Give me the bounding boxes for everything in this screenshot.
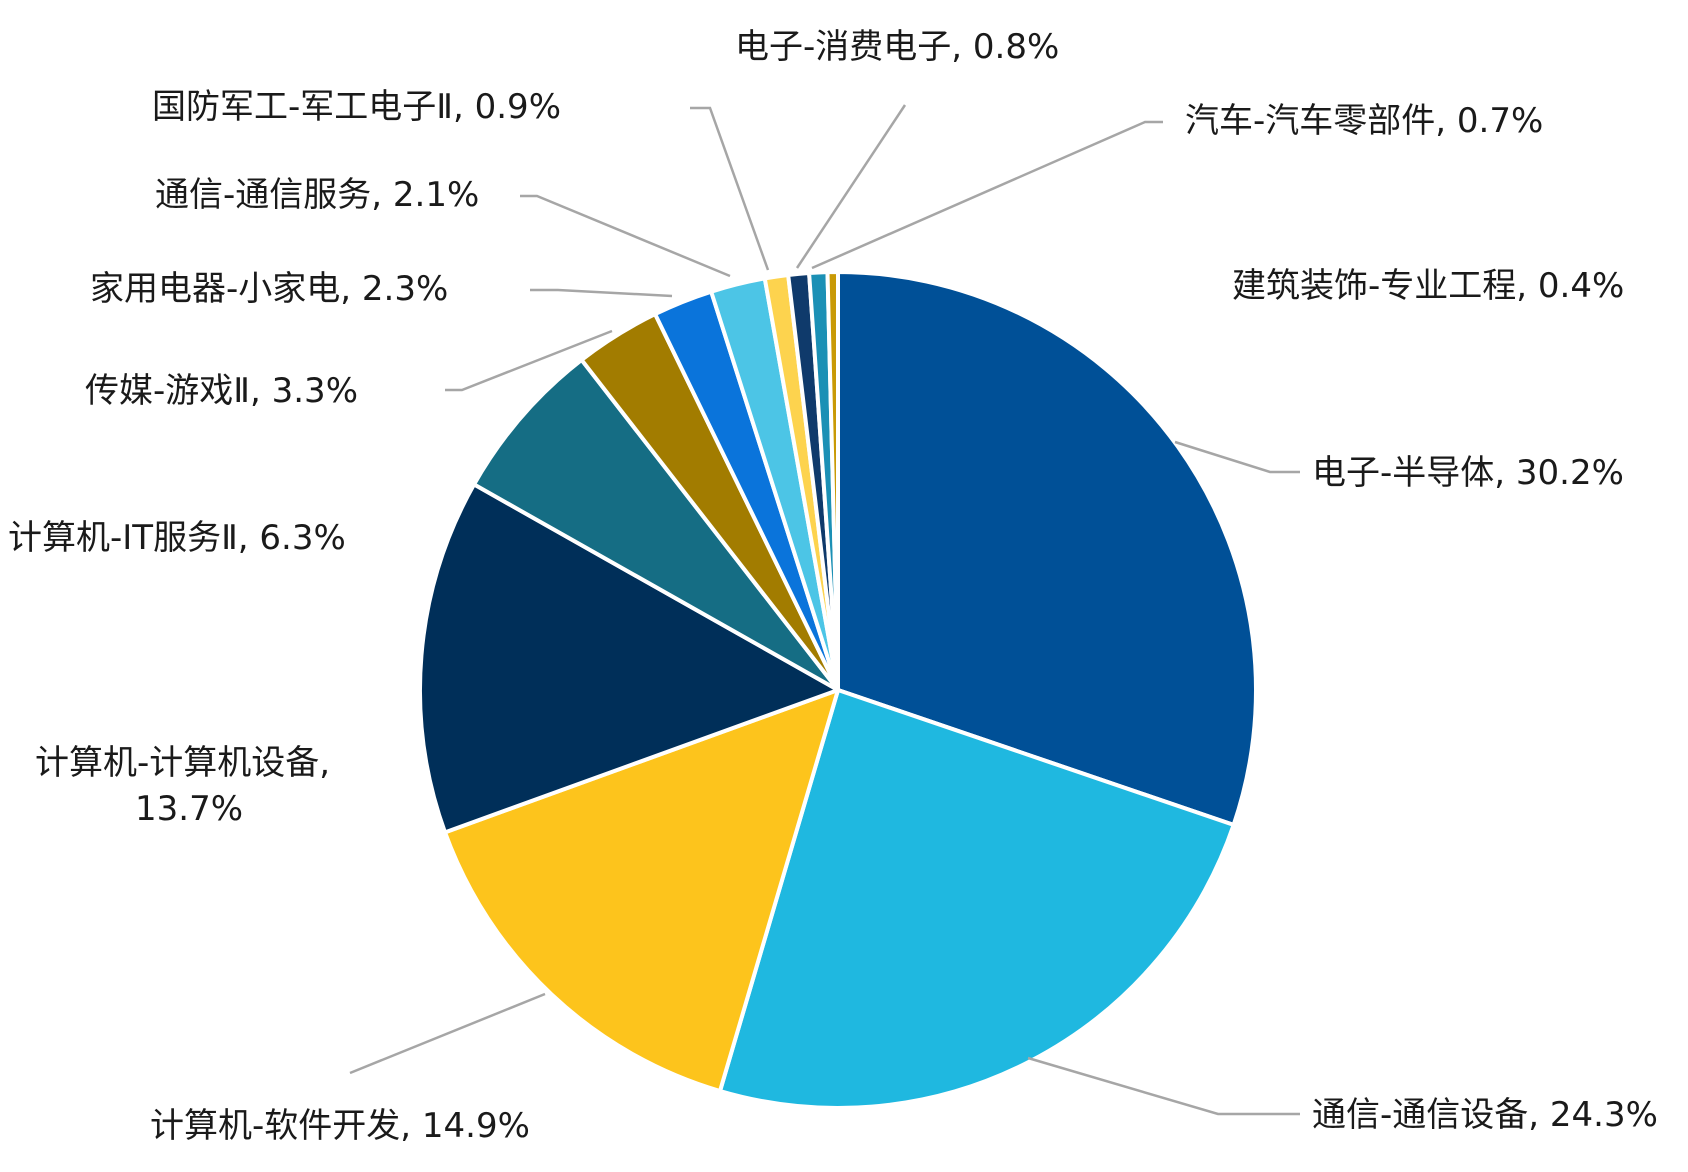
leader-line-3 xyxy=(349,992,546,1075)
slice-label-7: 家用电器-小家电, 2.3% xyxy=(90,269,448,309)
slice-label-11: 汽车-汽车零部件, 0.7% xyxy=(1185,101,1543,141)
slice-label-12: 建筑装饰-专业工程, 0.4% xyxy=(1232,266,1624,306)
leader-lines xyxy=(349,104,1300,1116)
slice-label-8: 通信-通信服务, 2.1% xyxy=(155,175,479,215)
slice-labels: 电子-半导体, 30.2% 通信-通信设备, 24.3% 计算机-软件开发, 14.… xyxy=(8,27,1658,1146)
leader-line-2 xyxy=(1027,1056,1300,1116)
leader-line-9 xyxy=(690,106,770,271)
pie-slices xyxy=(418,269,1258,1110)
slice-label-10: 电子-消费电子, 0.8% xyxy=(735,27,1059,67)
slice-label-5: 计算机-IT服务Ⅱ, 6.3% xyxy=(8,518,346,558)
pie-slice-12 xyxy=(825,269,840,692)
slice-label-6: 传媒-游戏Ⅱ, 3.3% xyxy=(85,371,358,411)
pie-slice-1 xyxy=(836,270,1258,827)
slice-label-3: 计算机-软件开发, 14.9% xyxy=(150,1106,530,1146)
leader-line-10 xyxy=(795,104,907,269)
slice-label-4: 计算机-计算机设备, 13.7% xyxy=(35,743,330,829)
slice-label-1: 电子-半导体, 30.2% xyxy=(1312,453,1624,493)
slice-label-2: 通信-通信设备, 24.3% xyxy=(1312,1095,1658,1135)
pie-slice-3 xyxy=(442,688,840,1093)
leader-line-1 xyxy=(1174,440,1300,474)
leader-line-6 xyxy=(445,329,613,392)
leader-line-8 xyxy=(520,194,731,278)
slice-label-9: 国防军工-军工电子Ⅱ, 0.9% xyxy=(152,87,561,127)
leader-line-11 xyxy=(811,120,1163,270)
pie-slice-2 xyxy=(718,688,1236,1110)
leader-line-7 xyxy=(530,288,673,298)
pie-slice-5 xyxy=(472,357,840,692)
pie-slice-4 xyxy=(418,482,840,835)
